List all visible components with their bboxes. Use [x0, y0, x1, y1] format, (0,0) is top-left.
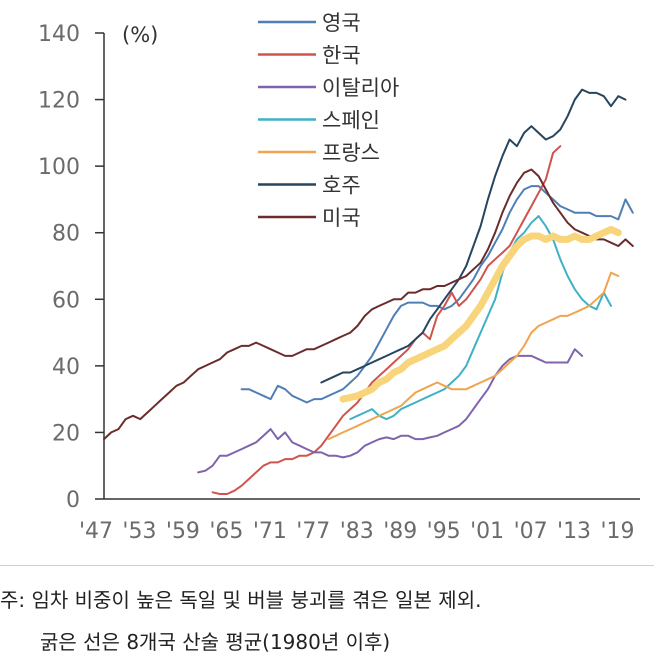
- legend-label: 이탈리아: [322, 76, 399, 100]
- footnote-line-1: 주: 임차 비중이 높은 독일 및 버블 붕괴를 겪은 일본 제외.: [0, 588, 482, 612]
- series-line-1: [211, 145, 562, 495]
- legend-label: 영국: [322, 11, 361, 35]
- footnote-line-2: 굵은 선은 8개국 산술 평균(1980년 이후): [40, 630, 391, 654]
- average-line: [339, 225, 622, 403]
- series-line-5: [320, 88, 627, 384]
- y-tick-label: 120: [38, 89, 80, 114]
- y-tick-label: 20: [52, 421, 80, 446]
- x-tick-label: '47: [79, 519, 113, 544]
- x-tick-label: '01: [470, 519, 504, 544]
- y-tick-label: 140: [38, 22, 80, 47]
- x-tick-label: '65: [209, 519, 243, 544]
- series-line-0: [240, 185, 634, 404]
- x-tick-label: '53: [122, 519, 156, 544]
- legend-label: 호주: [322, 174, 361, 198]
- legend-label: 미국: [322, 206, 361, 230]
- series-line-6: [103, 168, 634, 441]
- x-tick-label: '59: [166, 519, 200, 544]
- x-tick-label: '89: [383, 519, 417, 544]
- y-axis: 0 20 40 60 80 100 120 140: [38, 22, 105, 513]
- x-tick-label: '07: [514, 519, 548, 544]
- y-tick-label: 40: [52, 355, 80, 380]
- note-divider: [0, 565, 654, 566]
- x-tick-label: '13: [557, 519, 591, 544]
- x-axis: '47 '53 '59 '65 '71 '77 '83 '89 '95 '01 '07 '13 '19: [79, 498, 640, 544]
- x-tick-label: '19: [600, 519, 634, 544]
- series-line-3: [349, 215, 612, 421]
- y-tick-label: 80: [52, 222, 80, 247]
- series-line-4: [327, 271, 620, 441]
- legend-label: 스페인: [322, 109, 380, 133]
- legend-label: 프랑스: [322, 141, 380, 165]
- unit-label: (%): [122, 23, 158, 47]
- series-lines: [103, 88, 634, 495]
- x-tick-label: '83: [340, 519, 374, 544]
- y-tick-label: 60: [52, 288, 80, 313]
- x-tick-label: '77: [296, 519, 330, 544]
- legend-label: 한국: [322, 44, 361, 68]
- line-chart: 0 20 40 60 80 100 120 140 '47 '53 '59 '65 '71 '77 '83…: [38, 11, 640, 544]
- y-tick-label: 0: [66, 488, 80, 513]
- x-tick-label: '71: [253, 519, 287, 544]
- x-tick-label: '95: [427, 519, 461, 544]
- y-tick-label: 100: [38, 155, 80, 180]
